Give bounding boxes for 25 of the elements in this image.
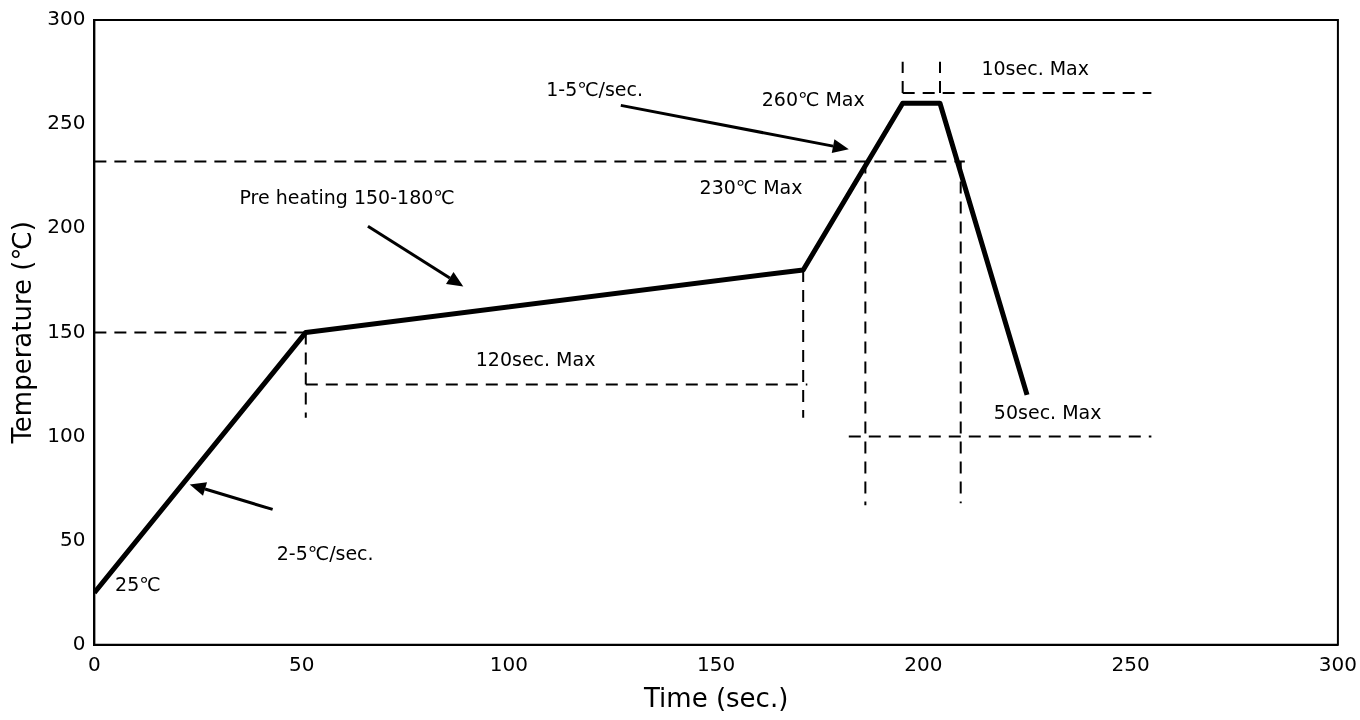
y-tick-label: 150 <box>47 318 86 343</box>
x-tick-label: 0 <box>88 652 101 676</box>
annotation: 2-5℃/sec. <box>276 542 374 565</box>
y-tick-label: 300 <box>47 6 86 31</box>
y-tick-label: 200 <box>47 214 86 239</box>
y-axis-title: Temperature (℃) <box>7 221 38 445</box>
x-tick-label: 250 <box>1111 652 1150 676</box>
x-tick-label: 300 <box>1318 652 1358 676</box>
x-tick-label: 150 <box>697 652 736 676</box>
annotation: 260℃ Max <box>761 88 865 111</box>
x-tick-label: 50 <box>288 652 315 676</box>
annotation: 230℃ Max <box>699 175 803 198</box>
annotation: 1-5℃/sec. <box>546 77 644 100</box>
annotation: 25℃ <box>115 573 161 596</box>
annotation: 120sec. Max <box>475 348 596 371</box>
annotation: 50sec. Max <box>993 400 1102 423</box>
x-tick-label: 100 <box>489 652 528 676</box>
x-tick-label: 200 <box>904 652 943 676</box>
y-tick-label: 0 <box>72 631 86 655</box>
y-tick-label: 250 <box>47 110 86 135</box>
annotation: 10sec. Max <box>981 56 1090 79</box>
y-tick-label: 100 <box>47 422 86 447</box>
annotation: Pre heating 150-180℃ <box>239 186 455 209</box>
y-tick-label: 50 <box>59 526 86 551</box>
x-axis-title: Time (sec.) <box>642 683 789 714</box>
